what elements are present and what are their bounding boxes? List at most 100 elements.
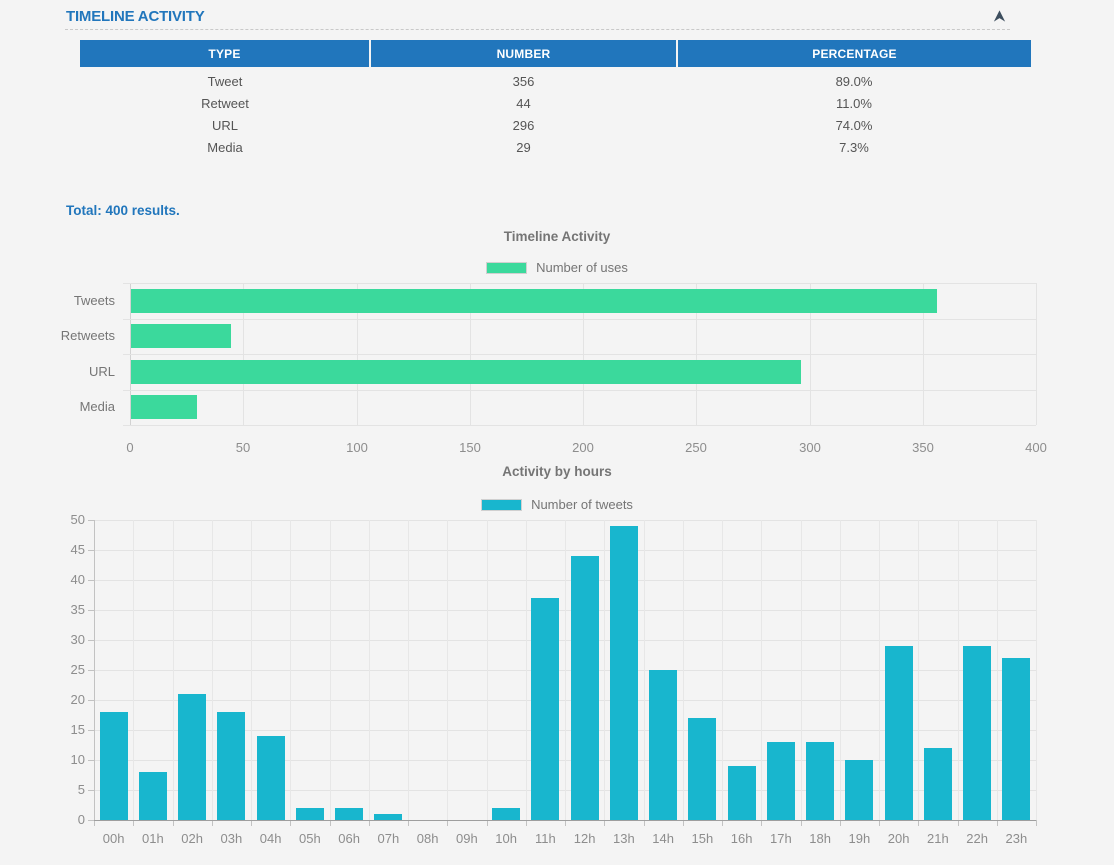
x-axis-tick-label: 21h bbox=[927, 831, 949, 846]
gridline-vertical bbox=[1036, 520, 1037, 820]
y-axis-tick-label: 20 bbox=[70, 692, 85, 707]
bar-url[interactable] bbox=[131, 359, 802, 384]
x-axis-tick-label: 00h bbox=[102, 831, 125, 846]
bar-19h[interactable] bbox=[845, 760, 874, 820]
panel-header: TIMELINE ACTIVITY bbox=[65, 5, 1010, 30]
bar-06h[interactable] bbox=[335, 808, 364, 820]
y-axis-tick-mark bbox=[88, 700, 94, 701]
x-axis-tick-label: 50 bbox=[235, 440, 251, 455]
bar-00h[interactable] bbox=[99, 712, 128, 820]
bar-18h[interactable] bbox=[806, 742, 835, 820]
gridline-vertical bbox=[212, 520, 213, 820]
bar-14h[interactable] bbox=[649, 670, 678, 820]
bar-04h[interactable] bbox=[256, 736, 285, 820]
bar-16h[interactable] bbox=[727, 766, 756, 820]
x-axis-tick-label: 08h bbox=[416, 831, 439, 846]
gridline-vertical bbox=[958, 520, 959, 820]
bar-02h[interactable] bbox=[178, 694, 207, 820]
x-axis-tick-label: 18h bbox=[809, 831, 831, 846]
bar-10h[interactable] bbox=[492, 808, 521, 820]
x-axis-tick-label: 11h bbox=[535, 831, 556, 846]
bar-retweets[interactable] bbox=[131, 324, 231, 348]
x-axis-tick-label: 20h bbox=[887, 831, 910, 846]
chart-legend: Number of uses bbox=[0, 260, 1114, 275]
y-axis-tick-mark bbox=[88, 790, 94, 791]
cell-type: Tweet bbox=[207, 73, 243, 89]
x-axis-tick-mark bbox=[526, 820, 527, 826]
chart-title: Timeline Activity bbox=[503, 229, 611, 244]
bar-23h[interactable] bbox=[1002, 658, 1031, 820]
chart-legend: Number of tweets bbox=[0, 497, 1114, 512]
bar-12h[interactable] bbox=[570, 556, 599, 820]
gridline-vertical bbox=[369, 520, 370, 820]
y-axis-tick-label: 45 bbox=[70, 542, 85, 557]
x-axis-tick-mark bbox=[683, 820, 684, 826]
y-axis-tick-mark bbox=[88, 640, 94, 641]
x-axis-tick-label: 05h bbox=[299, 831, 321, 846]
y-axis-tick-label: 0 bbox=[77, 812, 85, 827]
y-axis-tick-label: 10 bbox=[70, 752, 85, 767]
cell-type: Retweet bbox=[201, 95, 249, 111]
total-results-text: Total: 400 results. bbox=[66, 203, 180, 218]
cell-percentage: 89.0% bbox=[835, 73, 873, 89]
cell-number: 29 bbox=[516, 139, 531, 155]
x-axis-tick-mark bbox=[133, 820, 134, 826]
y-axis-tick-label: 25 bbox=[70, 662, 85, 677]
collapse-up-arrow-icon[interactable] bbox=[990, 8, 1008, 24]
y-axis-tick-mark bbox=[88, 610, 94, 611]
x-axis-tick-mark bbox=[722, 820, 723, 826]
x-axis-tick-label: 06h bbox=[338, 831, 360, 846]
x-axis-tick-mark bbox=[958, 820, 959, 826]
x-axis-tick-mark bbox=[997, 820, 998, 826]
plot-area bbox=[88, 520, 1037, 826]
table-header-row: TYPE NUMBER PERCENTAGE bbox=[80, 40, 1031, 67]
x-axis-tick-mark bbox=[369, 820, 370, 826]
x-axis-tick-mark bbox=[212, 820, 213, 826]
table-row: Tweet 356 89.0% bbox=[80, 67, 1031, 92]
y-axis-line bbox=[94, 520, 95, 826]
cell-percentage: 11.0% bbox=[836, 95, 872, 111]
x-axis-tick-mark bbox=[447, 820, 448, 826]
bar-20h[interactable] bbox=[884, 646, 913, 820]
x-axis-line bbox=[94, 820, 1036, 821]
x-axis-tick-label: 250 bbox=[685, 440, 707, 455]
x-axis-tick-label: 12h bbox=[573, 831, 596, 846]
bar-17h[interactable] bbox=[766, 742, 795, 820]
cell-percentage: 74.0% bbox=[835, 117, 873, 133]
x-axis-tick-mark bbox=[1036, 820, 1037, 826]
bar-21h[interactable] bbox=[923, 748, 952, 820]
x-axis-tick-label: 300 bbox=[799, 440, 821, 455]
category-label: Retweets bbox=[60, 328, 115, 343]
x-axis-tick-label: 23h bbox=[1005, 831, 1028, 846]
table-row: Retweet 44 11.0% bbox=[80, 92, 1031, 114]
chart-title: Activity by hours bbox=[502, 464, 612, 479]
bar-media[interactable] bbox=[131, 395, 197, 419]
gridline-vertical bbox=[565, 520, 566, 820]
bar-13h[interactable] bbox=[609, 526, 638, 820]
cell-number: 296 bbox=[512, 117, 535, 133]
legend-label: Number of uses bbox=[536, 260, 628, 275]
y-axis-tick-mark bbox=[88, 670, 94, 671]
gridline-vertical bbox=[879, 520, 880, 820]
gridline-vertical bbox=[408, 520, 409, 820]
bar-11h[interactable] bbox=[531, 598, 560, 820]
y-axis-tick-label: 35 bbox=[70, 602, 85, 617]
bar-tweets[interactable] bbox=[131, 288, 938, 313]
cell-type: URL bbox=[211, 117, 238, 133]
cell-number: 356 bbox=[512, 73, 535, 89]
x-axis-tick-label: 13h bbox=[613, 831, 635, 846]
bar-15h[interactable] bbox=[688, 718, 717, 820]
bar-07h[interactable] bbox=[374, 814, 403, 820]
gridline-vertical bbox=[644, 520, 645, 820]
bar-01h[interactable] bbox=[138, 772, 167, 820]
cell-number: 44 bbox=[516, 95, 531, 111]
x-axis-tick-mark bbox=[330, 820, 331, 826]
bar-03h[interactable] bbox=[217, 712, 246, 820]
y-axis-tick-label: 50 bbox=[70, 512, 85, 527]
gridline-vertical bbox=[918, 520, 919, 820]
bar-22h[interactable] bbox=[963, 646, 992, 820]
bar-05h[interactable] bbox=[295, 808, 324, 820]
gridline-vertical bbox=[683, 520, 684, 820]
x-axis-tick-mark bbox=[173, 820, 174, 826]
gridline-vertical bbox=[251, 520, 252, 820]
